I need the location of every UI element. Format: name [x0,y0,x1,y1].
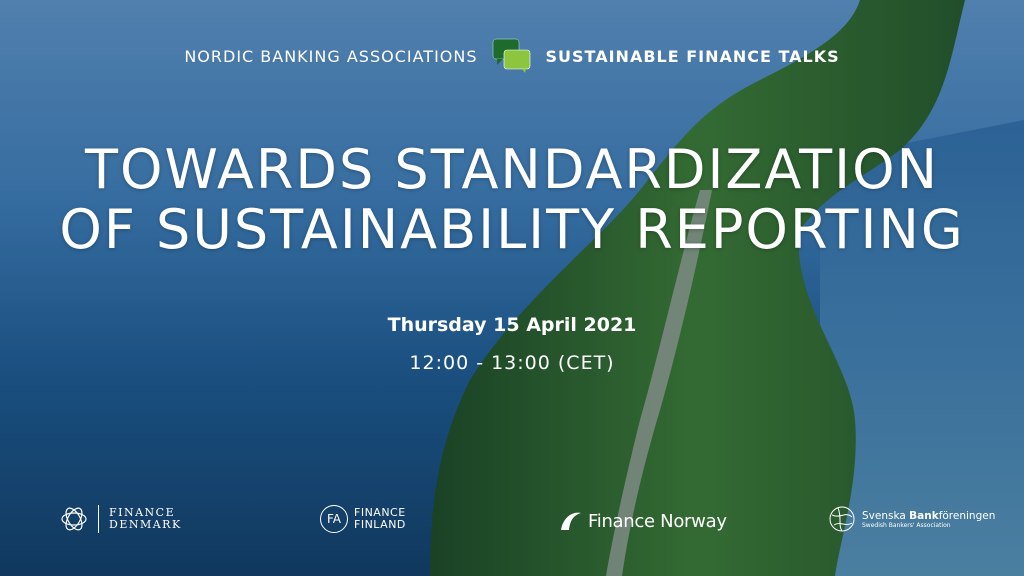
logo-text: FINLAND [354,518,406,531]
logo-text: Bank [909,509,939,522]
logo-text: föreningen [938,509,996,522]
title-line-2: OF SUSTAINABILITY REPORTING [59,198,965,261]
forest-island [430,0,965,576]
organizer-label: NORDIC BANKING ASSOCIATIONS [184,46,478,66]
logo-subtext: Swedish Bankers' Association [862,521,951,529]
right-water [820,120,1024,576]
logo-text: Svenska [862,509,910,522]
swedish-bankers-logo: Svenska Bankföreningen Swedish Bankers' … [828,505,995,533]
event-date: Thursday 15 April 2021 [387,314,637,336]
fa-circle-icon: FA [320,505,348,533]
knot-icon [61,507,87,531]
page-title: TOWARDS STANDARDIZATION OF SUSTAINABILIT… [0,140,1024,260]
logo-text: FINANCE [354,506,406,519]
logo-text: Finance Norway [588,510,727,532]
speech-bubbles-icon [492,38,530,73]
header: NORDIC BANKING ASSOCIATIONS SUSTAINABLE … [0,38,1024,74]
road [606,190,712,576]
finance-denmark-logo: FINANCE DENMARK [60,505,182,533]
logo-text: FINANCE [109,506,176,519]
finance-norway-logo: Finance Norway [560,510,727,532]
globe-icon [829,506,855,532]
finance-finland-logo: FA FINANCE FINLAND [320,505,406,533]
logo-text: DENMARK [109,518,182,531]
series-label: SUSTAINABLE FINANCE TALKS [545,46,840,66]
swoosh-icon [561,512,581,530]
event-time: 12:00 - 13:00 (CET) [409,352,615,374]
title-line-1: TOWARDS STANDARDIZATION [85,138,939,201]
